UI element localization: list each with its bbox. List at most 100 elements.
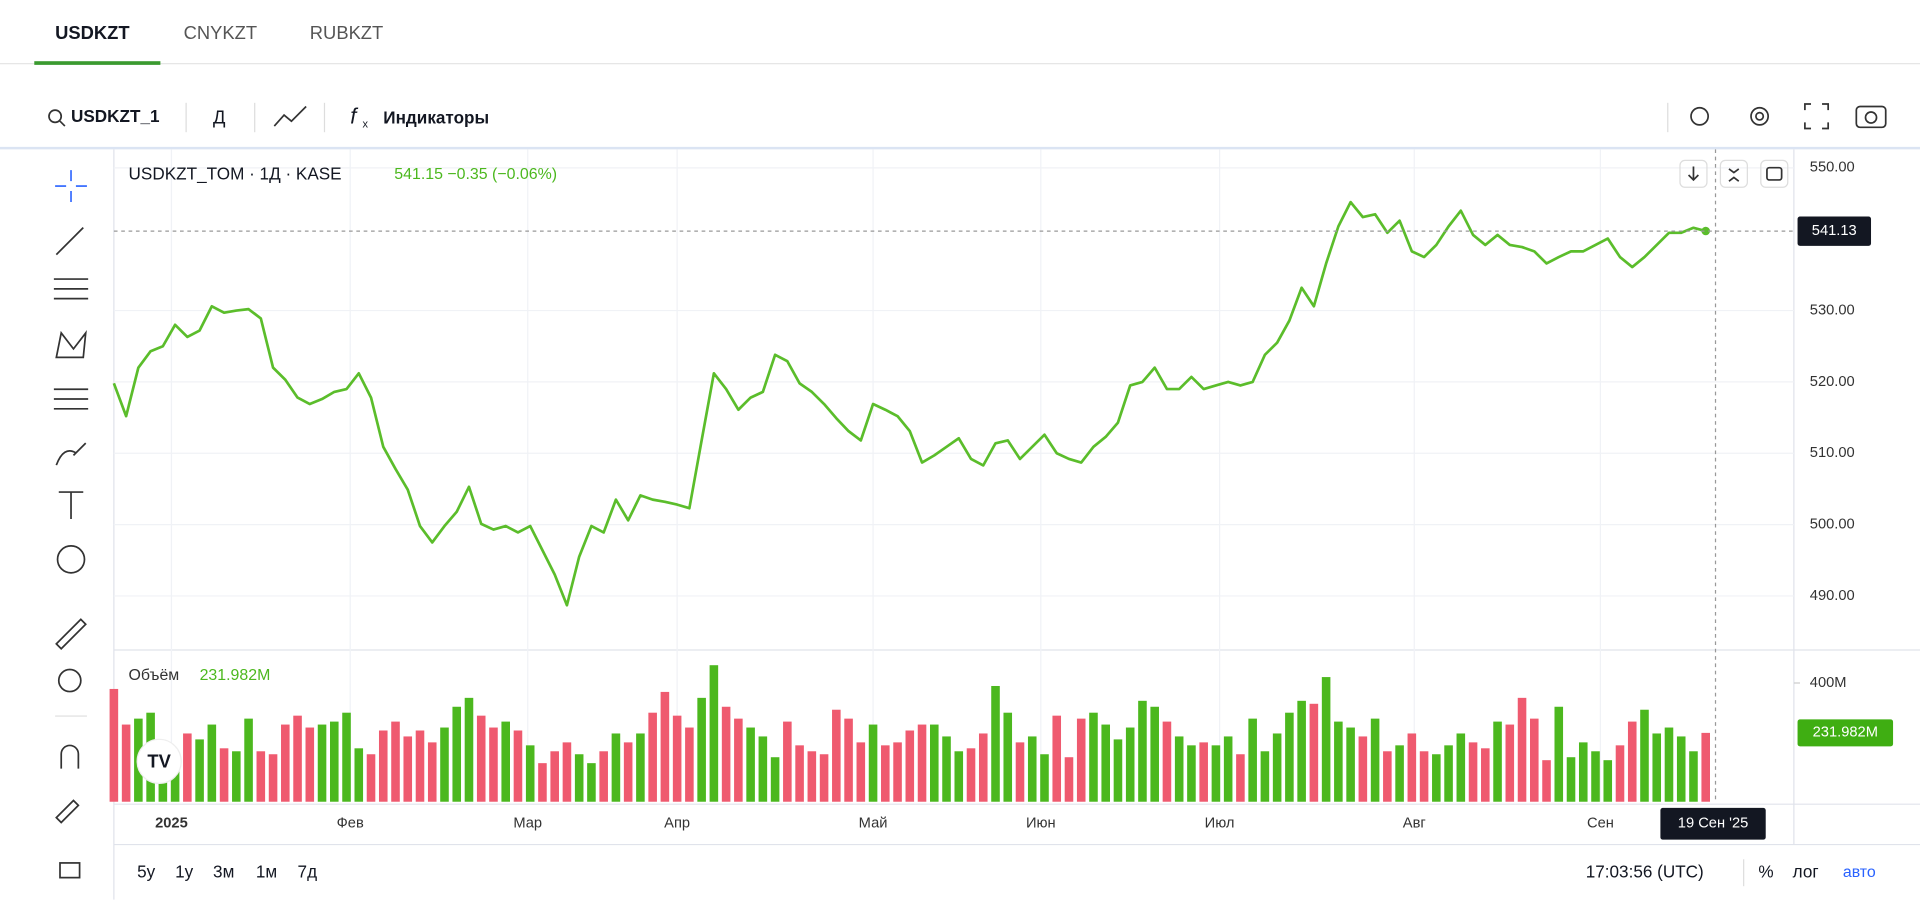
pattern-tool[interactable] <box>55 330 87 359</box>
volume-bar <box>868 724 878 802</box>
volume-bar <box>305 727 315 802</box>
x-tick-label: Мар <box>513 816 542 832</box>
trendline-tool[interactable] <box>55 227 84 256</box>
lock-tool[interactable] <box>59 862 81 879</box>
pane-button[interactable] <box>1760 159 1789 188</box>
volume-bar <box>427 742 437 802</box>
chart-type-button[interactable] <box>273 105 307 127</box>
volume-bar <box>1285 712 1294 802</box>
auto-toggle[interactable]: авто <box>1843 864 1876 881</box>
date-tag <box>1660 807 1766 840</box>
emoji-tool[interactable] <box>56 545 86 574</box>
volume-bar <box>268 754 278 802</box>
range-button[interactable]: 1y <box>175 861 194 881</box>
indicators-icon: x <box>362 119 368 131</box>
volume-bar <box>1346 727 1355 802</box>
range-button[interactable]: 1м <box>256 861 277 881</box>
measure-tool[interactable] <box>55 618 87 650</box>
y-tick-label: 510.00 <box>1810 445 1855 461</box>
zoom-tool[interactable] <box>57 668 82 693</box>
volume-bar <box>636 733 645 802</box>
pane-buttons <box>1679 159 1789 188</box>
text-tool[interactable] <box>58 491 84 519</box>
active-tab-indicator <box>34 61 161 65</box>
volume-value: 231.982M <box>200 667 271 684</box>
volume-bar <box>1150 706 1159 802</box>
volume-bar <box>758 736 768 802</box>
volume-bar <box>501 721 510 802</box>
volume-bar <box>1456 733 1466 802</box>
volume-bar <box>832 709 841 802</box>
interval[interactable]: Д <box>213 107 226 128</box>
log-toggle[interactable]: лог <box>1793 861 1819 881</box>
volume-bar <box>1125 727 1135 802</box>
volume-bar <box>1566 757 1576 802</box>
volume-bar <box>317 724 327 802</box>
volume-bar <box>1395 745 1404 802</box>
volume-bar <box>685 727 694 802</box>
volume-bar <box>1640 709 1649 802</box>
volume-bar <box>513 730 523 802</box>
volume-bar <box>623 742 633 802</box>
forecast-tool[interactable] <box>53 388 89 410</box>
volume-bar <box>403 736 413 802</box>
pane-button-icon <box>1728 168 1740 182</box>
range-button[interactable]: 7д <box>298 861 318 881</box>
volume-bar <box>489 727 498 802</box>
logo-mark: TV <box>147 750 171 771</box>
lock-drawings-tool[interactable] <box>55 799 80 824</box>
volume-tick-label: 400M <box>1810 675 1847 691</box>
volume-bar <box>121 724 131 802</box>
volume-bar <box>1211 745 1221 802</box>
x-tick-label: Авг <box>1403 816 1426 832</box>
volume-bar <box>1383 751 1392 802</box>
volume-bar <box>170 757 180 802</box>
crosshair-tool[interactable] <box>55 170 87 202</box>
volume-bar <box>1248 718 1257 802</box>
volume-bar <box>1370 718 1380 802</box>
pane-button[interactable] <box>1719 159 1748 188</box>
volume-tag-label: 231.982M <box>1813 725 1878 741</box>
settings-icon <box>1755 111 1765 121</box>
volume-bar <box>1444 745 1453 802</box>
volume-bar <box>1603 760 1613 802</box>
alert-button[interactable] <box>1690 106 1710 126</box>
fib-tool[interactable] <box>53 278 89 300</box>
volume-bar <box>1089 712 1098 802</box>
volume-bar <box>1174 736 1184 802</box>
grid <box>113 149 1800 802</box>
x-tick-label: Апр <box>664 816 690 832</box>
fullscreen-button[interactable] <box>1804 103 1830 130</box>
volume-bar <box>1701 732 1710 802</box>
price-tag-label: 541.13 <box>1812 223 1857 239</box>
range-button[interactable]: 5y <box>137 861 156 881</box>
settings-button[interactable] <box>1750 106 1770 126</box>
tab[interactable]: CNYKZT <box>184 22 257 43</box>
symbol-search[interactable]: USDKZT_1 <box>48 106 160 127</box>
symbol[interactable]: USDKZT_1 <box>71 106 160 126</box>
volume-bar <box>366 754 376 802</box>
volume-bar <box>856 742 866 802</box>
percent-toggle[interactable]: % <box>1758 861 1773 881</box>
volume-bar <box>1113 739 1123 802</box>
tab[interactable]: USDKZT <box>55 22 130 43</box>
screenshot-button[interactable] <box>1855 105 1887 129</box>
drawing-toolbar <box>53 170 89 879</box>
volume-bar <box>660 691 670 802</box>
brush-tool[interactable] <box>55 442 87 466</box>
volume-bar <box>672 715 682 802</box>
volume-bar <box>293 715 302 802</box>
volume-bar <box>1076 718 1086 802</box>
volume-bar <box>1664 727 1674 802</box>
volume-bar <box>415 730 425 802</box>
volume-bar <box>354 748 364 802</box>
magnet-tool[interactable] <box>60 744 80 769</box>
range-button[interactable]: 3м <box>213 861 234 881</box>
indicators-button[interactable]: Индикаторы <box>383 107 489 127</box>
volume-bar <box>844 718 853 802</box>
tab[interactable]: RUBKZT <box>310 22 383 43</box>
volume-bar <box>721 706 731 802</box>
pane-button[interactable] <box>1679 159 1708 188</box>
x-tick-label: Фев <box>337 816 364 832</box>
volume-bar <box>1358 736 1368 802</box>
